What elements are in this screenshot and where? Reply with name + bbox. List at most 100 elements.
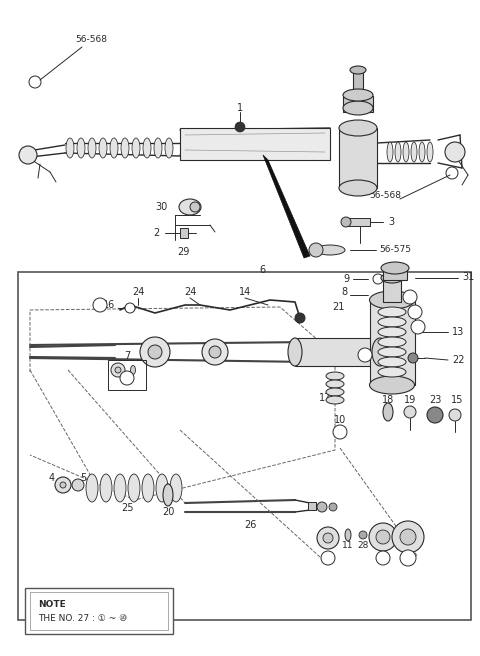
Ellipse shape (350, 66, 366, 74)
Text: 13: 13 (452, 327, 464, 337)
Text: 25: 25 (122, 503, 134, 513)
Ellipse shape (163, 484, 173, 506)
Text: 5: 5 (98, 302, 102, 308)
Text: 4: 4 (49, 473, 55, 483)
Bar (108, 360, 146, 390)
Ellipse shape (345, 529, 351, 541)
Text: 1: 1 (408, 294, 412, 300)
Text: 7: 7 (124, 351, 130, 361)
Circle shape (427, 407, 443, 423)
Ellipse shape (403, 142, 409, 162)
Ellipse shape (395, 142, 401, 162)
Bar (339, 128, 377, 188)
Text: 56-568: 56-568 (75, 35, 107, 45)
Ellipse shape (165, 138, 173, 158)
Text: 17: 17 (319, 393, 331, 403)
Ellipse shape (378, 337, 406, 347)
Circle shape (120, 371, 134, 385)
Ellipse shape (190, 202, 200, 212)
Bar (295, 338, 380, 366)
Bar (353, 70, 363, 96)
Circle shape (55, 477, 71, 493)
Ellipse shape (77, 138, 85, 158)
Ellipse shape (378, 307, 406, 317)
Circle shape (115, 367, 121, 373)
Ellipse shape (143, 138, 151, 158)
Circle shape (376, 551, 390, 565)
Text: 15: 15 (451, 395, 463, 405)
Circle shape (369, 523, 397, 551)
Text: 20: 20 (162, 507, 174, 517)
Text: 2: 2 (413, 309, 417, 315)
Circle shape (329, 503, 337, 511)
Ellipse shape (154, 138, 162, 158)
Text: 12: 12 (322, 541, 334, 550)
Text: 56-575: 56-575 (379, 245, 411, 255)
Ellipse shape (381, 262, 409, 274)
Circle shape (111, 363, 125, 377)
Ellipse shape (179, 199, 201, 215)
Text: 16: 16 (103, 300, 115, 310)
Ellipse shape (121, 138, 129, 158)
Bar (346, 218, 370, 226)
Text: 28: 28 (357, 541, 369, 550)
Bar (370, 300, 415, 385)
Ellipse shape (427, 142, 433, 162)
Bar (308, 502, 316, 510)
Circle shape (60, 482, 66, 488)
Circle shape (400, 550, 416, 566)
Bar (25, 588, 173, 634)
Ellipse shape (411, 142, 417, 162)
Ellipse shape (326, 396, 344, 404)
Text: 8: 8 (342, 287, 348, 297)
Bar (30, 592, 168, 630)
Ellipse shape (66, 138, 74, 158)
Ellipse shape (156, 474, 168, 502)
Text: 31: 31 (462, 272, 474, 282)
Ellipse shape (288, 338, 302, 366)
Circle shape (449, 409, 461, 421)
Text: 56-568: 56-568 (369, 190, 401, 199)
Text: 3: 3 (416, 324, 420, 330)
Circle shape (323, 533, 333, 543)
Text: 22: 22 (452, 355, 465, 365)
Circle shape (376, 530, 390, 544)
Ellipse shape (100, 474, 112, 502)
Circle shape (321, 551, 335, 565)
Ellipse shape (142, 474, 154, 502)
Circle shape (140, 337, 170, 367)
Text: 8: 8 (326, 555, 330, 561)
Text: 30: 30 (156, 202, 168, 212)
Ellipse shape (114, 474, 126, 502)
Circle shape (317, 502, 327, 512)
Text: THE NO. 27 : ① ~ ⑩: THE NO. 27 : ① ~ ⑩ (38, 614, 127, 623)
Text: 10: 10 (404, 555, 412, 561)
Circle shape (359, 531, 367, 539)
Circle shape (309, 243, 323, 257)
Circle shape (235, 122, 245, 132)
Circle shape (341, 217, 351, 227)
Circle shape (125, 303, 135, 313)
Ellipse shape (99, 138, 107, 158)
Text: 9: 9 (344, 274, 350, 284)
Ellipse shape (419, 142, 425, 162)
Ellipse shape (378, 347, 406, 357)
Ellipse shape (339, 120, 377, 136)
Ellipse shape (326, 380, 344, 388)
Circle shape (148, 345, 162, 359)
Circle shape (209, 346, 221, 358)
Ellipse shape (339, 180, 377, 196)
Circle shape (72, 479, 84, 491)
Text: 21: 21 (333, 302, 345, 312)
Ellipse shape (381, 273, 403, 283)
Ellipse shape (86, 474, 98, 502)
Bar (18, 272, 471, 620)
Bar (383, 268, 407, 280)
Ellipse shape (383, 403, 393, 421)
Circle shape (408, 353, 418, 363)
Bar (180, 128, 330, 160)
Text: 5: 5 (80, 473, 86, 483)
Ellipse shape (370, 376, 415, 394)
Text: 18: 18 (382, 395, 394, 405)
Text: 29: 29 (177, 247, 189, 257)
